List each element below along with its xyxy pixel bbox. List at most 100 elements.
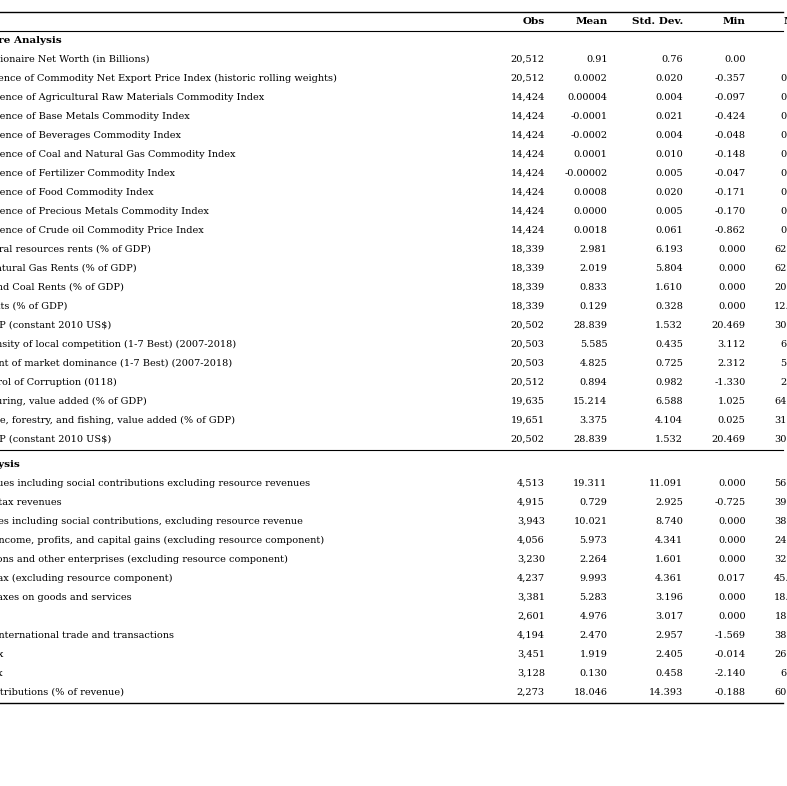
Text: Tax revenues including social contributions excluding resource revenues: Tax revenues including social contributi… bbox=[0, 479, 310, 487]
Text: -0.014: -0.014 bbox=[715, 650, 745, 659]
Text: 15.214: 15.214 bbox=[573, 397, 608, 406]
Text: 0.000: 0.000 bbox=[718, 593, 745, 602]
Text: 20,502: 20,502 bbox=[511, 435, 545, 444]
Text: 0.129: 0.129 bbox=[580, 302, 608, 311]
Text: Resource tax revenues: Resource tax revenues bbox=[0, 498, 61, 507]
Text: 14,424: 14,424 bbox=[511, 130, 545, 140]
Text: 0.169: 0.169 bbox=[781, 207, 787, 216]
Text: 6.193: 6.193 bbox=[655, 244, 683, 254]
Text: 26.242: 26.242 bbox=[774, 650, 787, 659]
Text: Log Difference of Agricultural Raw Materials Commodity Index: Log Difference of Agricultural Raw Mater… bbox=[0, 93, 264, 101]
Text: 0.020: 0.020 bbox=[655, 74, 683, 83]
Text: Indirect Tax (excluding resource component): Indirect Tax (excluding resource compone… bbox=[0, 574, 172, 582]
Text: 0.435: 0.435 bbox=[655, 340, 683, 349]
Text: -2.140: -2.140 bbox=[715, 669, 745, 678]
Text: 0.360: 0.360 bbox=[781, 188, 787, 196]
Text: 5.879: 5.879 bbox=[781, 359, 787, 368]
Text: 20.921: 20.921 bbox=[774, 283, 787, 292]
Text: 0.76: 0.76 bbox=[661, 54, 683, 64]
Text: 62.047: 62.047 bbox=[774, 264, 787, 273]
Text: 4,513: 4,513 bbox=[517, 479, 545, 487]
Text: 20,503: 20,503 bbox=[511, 340, 545, 349]
Text: Log of GDP (constant 2010 US$): Log of GDP (constant 2010 US$) bbox=[0, 435, 111, 444]
Text: 18,339: 18,339 bbox=[511, 283, 545, 292]
Text: 32.841: 32.841 bbox=[774, 555, 787, 564]
Text: 0.0001: 0.0001 bbox=[574, 149, 608, 159]
Text: 2,273: 2,273 bbox=[516, 688, 545, 697]
Text: Log Difference of Crude oil Commodity Price Index: Log Difference of Crude oil Commodity Pr… bbox=[0, 226, 204, 235]
Text: 1.025: 1.025 bbox=[718, 397, 745, 406]
Text: Log difference of Commodity Net Export Price Index (historic rolling weights): Log difference of Commodity Net Export P… bbox=[0, 74, 337, 83]
Text: 14,424: 14,424 bbox=[511, 188, 545, 196]
Text: 2.405: 2.405 bbox=[655, 650, 683, 659]
Text: 0.0018: 0.0018 bbox=[574, 226, 608, 235]
Text: 0.004: 0.004 bbox=[655, 93, 683, 101]
Text: Mean: Mean bbox=[575, 17, 608, 26]
Text: 9.993: 9.993 bbox=[580, 574, 608, 582]
Text: Obs: Obs bbox=[523, 17, 545, 26]
Text: 28.839: 28.839 bbox=[574, 321, 608, 330]
Text: -0.862: -0.862 bbox=[715, 226, 745, 235]
Text: 2.264: 2.264 bbox=[579, 555, 608, 564]
Text: 10.021: 10.021 bbox=[574, 516, 608, 526]
Text: 0.061: 0.061 bbox=[655, 226, 683, 235]
Text: Import Tax: Import Tax bbox=[0, 650, 3, 659]
Text: 0.000: 0.000 bbox=[718, 479, 745, 487]
Text: 5.585: 5.585 bbox=[580, 340, 608, 349]
Text: -0.171: -0.171 bbox=[715, 188, 745, 196]
Text: 60.008: 60.008 bbox=[774, 688, 787, 697]
Text: -0.097: -0.097 bbox=[715, 93, 745, 101]
Text: 3.112: 3.112 bbox=[718, 340, 745, 349]
Text: 3.375: 3.375 bbox=[579, 416, 608, 425]
Text: -1.330: -1.330 bbox=[715, 378, 745, 387]
Text: 0.025: 0.025 bbox=[718, 416, 745, 425]
Text: 3,128: 3,128 bbox=[517, 669, 545, 678]
Text: 0.894: 0.894 bbox=[580, 378, 608, 387]
Text: Min: Min bbox=[722, 17, 745, 26]
Text: Log Difference of Food Commodity Index: Log Difference of Food Commodity Index bbox=[0, 188, 153, 196]
Text: -0.0001: -0.0001 bbox=[571, 112, 608, 121]
Text: Log Difference of Fertilizer Commodity Index: Log Difference of Fertilizer Commodity I… bbox=[0, 169, 175, 178]
Text: 4.361: 4.361 bbox=[655, 574, 683, 582]
Text: 0.000: 0.000 bbox=[718, 612, 745, 621]
Text: 2.925: 2.925 bbox=[655, 498, 683, 507]
Text: Log Difference of Beverages Commodity Index: Log Difference of Beverages Commodity In… bbox=[0, 130, 181, 140]
Text: 20,503: 20,503 bbox=[511, 359, 545, 368]
Text: Log of GDP (constant 2010 US$): Log of GDP (constant 2010 US$) bbox=[0, 321, 111, 330]
Text: 0.729: 0.729 bbox=[580, 498, 608, 507]
Text: 2.019: 2.019 bbox=[580, 264, 608, 273]
Text: 0.0008: 0.0008 bbox=[574, 188, 608, 196]
Text: 1.610: 1.610 bbox=[655, 283, 683, 292]
Text: 0.164: 0.164 bbox=[781, 74, 787, 83]
Text: -0.148: -0.148 bbox=[715, 149, 745, 159]
Text: 0.000: 0.000 bbox=[718, 283, 745, 292]
Text: 0.000: 0.000 bbox=[718, 555, 745, 564]
Text: -0.725: -0.725 bbox=[715, 498, 745, 507]
Text: 1.601: 1.601 bbox=[655, 555, 683, 564]
Text: 2.470: 2.470 bbox=[579, 630, 608, 640]
Text: Taxes on international trade and transactions: Taxes on international trade and transac… bbox=[0, 630, 174, 640]
Text: WGI Control of Corruption (0118): WGI Control of Corruption (0118) bbox=[0, 378, 116, 387]
Text: 18,339: 18,339 bbox=[511, 302, 545, 311]
Text: 2,601: 2,601 bbox=[517, 612, 545, 621]
Text: 14,424: 14,424 bbox=[511, 112, 545, 121]
Text: 45.403: 45.403 bbox=[774, 574, 787, 582]
Text: 4.825: 4.825 bbox=[580, 359, 608, 368]
Text: 0.328: 0.328 bbox=[655, 302, 683, 311]
Text: 3,230: 3,230 bbox=[517, 555, 545, 564]
Text: 18.938: 18.938 bbox=[774, 593, 787, 602]
Text: 14.393: 14.393 bbox=[648, 688, 683, 697]
Text: Agriculture, forestry, and fishing, value added (% of GDP): Agriculture, forestry, and fishing, valu… bbox=[0, 416, 235, 425]
Text: Tax Analysis: Tax Analysis bbox=[0, 460, 20, 468]
Text: 64.719: 64.719 bbox=[774, 397, 787, 406]
Text: 0.010: 0.010 bbox=[655, 149, 683, 159]
Text: 19,635: 19,635 bbox=[511, 397, 545, 406]
Text: Social contributions (% of revenue): Social contributions (% of revenue) bbox=[0, 688, 124, 697]
Text: 38.159: 38.159 bbox=[774, 630, 787, 640]
Text: 0.071: 0.071 bbox=[781, 130, 787, 140]
Text: 4.341: 4.341 bbox=[655, 535, 683, 545]
Text: 3,943: 3,943 bbox=[517, 516, 545, 526]
Text: -0.170: -0.170 bbox=[715, 207, 745, 216]
Text: 8.740: 8.740 bbox=[655, 516, 683, 526]
Text: -0.048: -0.048 bbox=[715, 130, 745, 140]
